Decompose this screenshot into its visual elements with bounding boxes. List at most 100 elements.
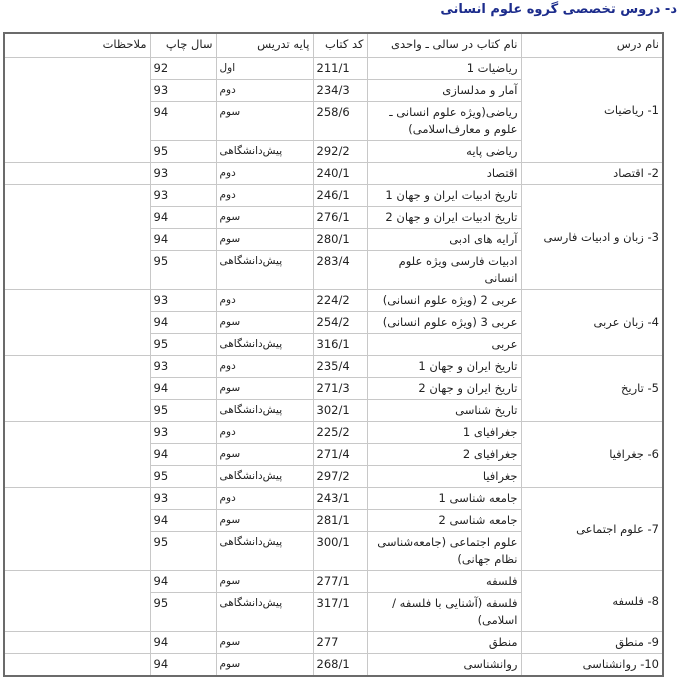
table-row: ریاضی(ویژه علوم انسانی ـ علوم و معارف‌اس… [4,101,663,141]
table-row: 8- فلسفه فلسفه 277/1 سوم 94 [3,570,664,632]
book-name-cell: جامعه شناسی 2 [366,509,522,532]
book-name-cell: ریاضیات 1 [366,57,522,80]
book-code-cell: 235/4 [312,355,368,378]
header-subject: نام درس [520,32,664,58]
table-row: تاریخ ایران و جهان 2 271/3 سوم 94 [4,377,663,400]
book-name-cell: عربی [366,333,522,356]
grade-cell: دوم [215,289,314,312]
print-year-cell: 95 [149,333,217,356]
book-code-cell: 258/6 [312,101,368,141]
notes-cell [3,631,151,654]
grade-cell: سوم [215,228,314,251]
table-row: جغرافیای 2 271/4 سوم 94 [4,443,663,466]
print-year-cell: 93 [149,289,217,312]
print-year-cell: 94 [149,377,217,400]
book-code-cell: 292/2 [312,140,368,163]
grade-cell: سوم [215,631,314,654]
book-name-cell: جغرافیای 1 [366,421,522,444]
header-row: نام درس نام کتاب در سالی ـ واحدی کد کتاب… [3,32,664,58]
grade-cell: پیش‌دانشگاهی [215,531,314,571]
print-year-cell: 94 [149,228,217,251]
section-title: د- دروس تخصصی گروه علوم انسانی [440,2,677,17]
book-code-cell: 300/1 [312,531,368,571]
book-name-cell: تاریخ ادبیات ایران و جهان 1 [366,184,522,207]
book-name-cell: فلسفه [366,570,522,593]
book-code-cell: 240/1 [312,162,368,185]
book-name-cell: ریاضی پایه [366,140,522,163]
book-code-cell: 317/1 [312,592,368,632]
print-year-cell: 93 [149,184,217,207]
print-year-cell: 93 [149,421,217,444]
print-year-cell: 94 [149,311,217,334]
table-row: 2- اقتصاد اقتصاد 240/1 دوم 93 [3,162,664,185]
table-body: 1- ریاضیات ریاضیات 1 211/1 اول 92 آمار و مدلس… [3,57,664,677]
grade-cell: دوم [215,184,314,207]
header-notes: ملاحظات [3,32,151,58]
grade-cell: سوم [215,101,314,141]
notes-cell [3,184,151,290]
book-name-cell: علوم اجتماعی (جامعه‌شناسی نظام جهانی) [366,531,522,571]
book-name-cell: تاریخ ایران و جهان 2 [366,377,522,400]
grade-cell: سوم [215,206,314,229]
table-row: 4- زبان عربی عربی 2 (ویژه علوم انسانی) 224… [3,289,664,356]
subject-cell: 3- زبان و ادبیات فارسی [520,184,664,290]
subject-cell: 6- جغرافیا [520,421,664,488]
print-year-cell: 95 [149,592,217,632]
print-year-cell: 94 [149,206,217,229]
subject-cell: 1- ریاضیات [520,57,664,163]
courses-table: نام درس نام کتاب در سالی ـ واحدی کد کتاب… [3,32,664,677]
grade-cell: اول [215,57,314,80]
book-code-cell: 271/4 [312,443,368,466]
grade-cell: دوم [215,487,314,510]
book-code-cell: 254/2 [312,311,368,334]
book-code-cell: 302/1 [312,399,368,422]
subject-cell: 8- فلسفه [520,570,664,632]
grade-cell: سوم [215,509,314,532]
book-name-cell: آمار و مدلسازی [366,79,522,102]
grade-cell: پیش‌دانشگاهی [215,333,314,356]
table-row: جامعه شناسی 2 281/1 سوم 94 [4,509,663,532]
print-year-cell: 94 [149,443,217,466]
table-row: ادبیات فارسی ویژه علوم انسانی 283/4 پیش‌دا… [4,250,663,290]
notes-cell [3,162,151,185]
grade-cell: پیش‌دانشگاهی [215,399,314,422]
header-book: نام کتاب در سالی ـ واحدی [366,32,522,58]
print-year-cell: 95 [149,465,217,488]
book-name-cell: تاریخ ادبیات ایران و جهان 2 [366,206,522,229]
book-name-cell: جغرافیا [366,465,522,488]
notes-cell [3,355,151,422]
subject-cell: 4- زبان عربی [520,289,664,356]
table-row: 6- جغرافیا جغرافیای 1 225/2 دوم 93 [3,421,664,488]
book-name-cell: آرایه های ادبی [366,228,522,251]
grade-cell: دوم [215,355,314,378]
book-name-cell: اقتصاد [366,162,522,185]
book-code-cell: 234/3 [312,79,368,102]
subject-cell: 9- منطق [520,631,664,654]
grade-cell: پیش‌دانشگاهی [215,465,314,488]
print-year-cell: 93 [149,487,217,510]
table-row: 7- علوم اجتماعی جامعه شناسی 1 243/1 دوم 93 [3,487,664,571]
print-year-cell: 94 [149,653,217,677]
book-name-cell: تاریخ ایران و جهان 1 [366,355,522,378]
book-name-cell: ریاضی(ویژه علوم انسانی ـ علوم و معارف‌اس… [366,101,522,141]
table-row: 9- منطق منطق 277 سوم 94 [3,631,664,654]
book-code-cell: 271/3 [312,377,368,400]
grade-cell: دوم [215,421,314,444]
print-year-cell: 93 [149,355,217,378]
book-code-cell: 268/1 [312,653,368,677]
book-code-cell: 224/2 [312,289,368,312]
print-year-cell: 92 [149,57,217,80]
subject-cell: 7- علوم اجتماعی [520,487,664,571]
book-code-cell: 316/1 [312,333,368,356]
grade-cell: پیش‌دانشگاهی [215,250,314,290]
book-code-cell: 280/1 [312,228,368,251]
book-code-cell: 243/1 [312,487,368,510]
book-name-cell: جامعه شناسی 1 [366,487,522,510]
grade-cell: سوم [215,311,314,334]
subject-cell: 10- روانشناسی [520,653,664,677]
book-name-cell: منطق [366,631,522,654]
print-year-cell: 94 [149,509,217,532]
notes-cell [3,570,151,632]
grade-cell: سوم [215,377,314,400]
book-name-cell: عربی 2 (ویژه علوم انسانی) [366,289,522,312]
